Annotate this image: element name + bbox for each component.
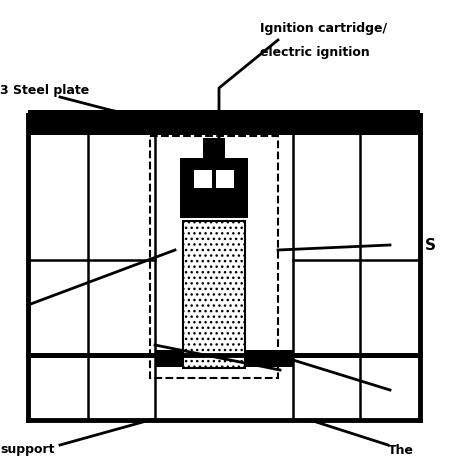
Bar [180, 158, 248, 218]
Text: S: S [425, 237, 436, 253]
Bar [183, 221, 245, 368]
Text: support: support [0, 444, 55, 456]
Bar [150, 136, 278, 378]
Bar [216, 170, 234, 188]
Text: The: The [388, 444, 414, 456]
Text: Ignition cartridge/: Ignition cartridge/ [260, 21, 387, 35]
Bar [28, 110, 420, 135]
Bar [203, 138, 225, 158]
Text: 3 Steel plate: 3 Steel plate [0, 83, 89, 97]
Bar [194, 170, 212, 188]
Bar [155, 350, 293, 367]
Text: electric ignition: electric ignition [260, 46, 370, 58]
